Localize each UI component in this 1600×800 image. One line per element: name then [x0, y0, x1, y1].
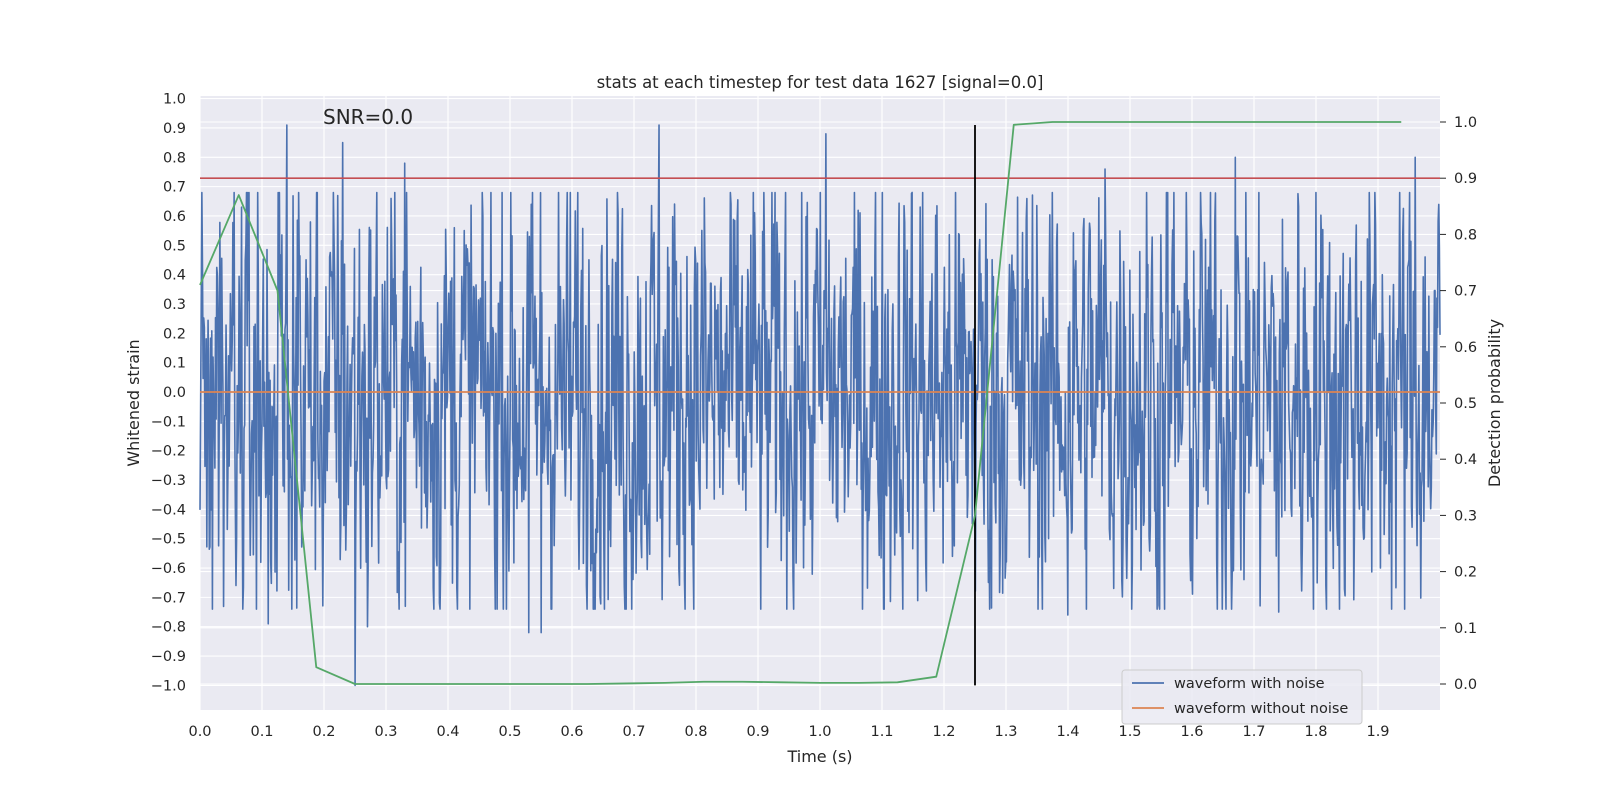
legend: waveform with noise waveform without noi…	[1121, 669, 1363, 725]
x-tick-label: 0.1	[250, 724, 273, 740]
y-tick-label: 0.2	[163, 326, 186, 342]
y2-tick-label: 0.0	[1454, 677, 1477, 693]
x-tick-labels: 0.0 0.1 0.2 0.3 0.4 0.5 0.6 0.7 0.8 0.9 1.0 1.1 1.2 1…	[188, 724, 1389, 740]
x-tick-label: 1.6	[1180, 724, 1203, 740]
y2-tick-labels: 1.0 0.9 0.8 0.7 0.6 0.5 0.4 0.3 0.2 0.1 0.0	[1440, 115, 1477, 693]
y-tick-label: −0.3	[151, 473, 186, 489]
x-tick-label: 0.5	[498, 724, 521, 740]
x-tick-label: 1.3	[994, 724, 1017, 740]
y-tick-label: −0.8	[151, 620, 186, 636]
x-tick-label: 0.8	[684, 724, 707, 740]
x-tick-label: 0.6	[560, 724, 583, 740]
x-tick-label: 0.0	[188, 724, 211, 740]
y-tick-label: 0.7	[163, 180, 186, 196]
x-tick-label: 0.7	[622, 724, 645, 740]
y-tick-label: −0.6	[151, 561, 186, 577]
y-tick-label: −0.7	[151, 590, 186, 606]
y2-tick-label: 0.6	[1454, 340, 1477, 356]
y-tick-label: −0.2	[151, 444, 186, 460]
x-tick-label: 1.0	[808, 724, 831, 740]
x-tick-label: 1.2	[932, 724, 955, 740]
x-axis-label: Time (s)	[786, 747, 852, 766]
legend-label-clean: waveform without noise	[1174, 701, 1348, 717]
y-tick-label: 0.6	[163, 209, 186, 225]
y-tick-label: 0.5	[163, 238, 186, 254]
y2-tick-label: 0.1	[1454, 621, 1477, 637]
y2-axis-label: Detection probability	[1485, 319, 1504, 487]
y-tick-label: −1.0	[151, 678, 186, 694]
y-tick-labels: 1.0 0.9 0.8 0.7 0.6 0.5 0.4 0.3 0.2 0.1 0.0 −0.1 −0.…	[151, 92, 186, 695]
series-line-waveform-with-noise	[199, 124, 1441, 687]
x-tick-label: 0.9	[746, 724, 769, 740]
y2-tick-label: 0.2	[1454, 565, 1477, 581]
y-tick-label: 0.4	[163, 268, 186, 284]
x-tick-label: 1.5	[1118, 724, 1141, 740]
y2-tick-label: 0.9	[1454, 171, 1477, 187]
y-tick-label: 1.0	[163, 92, 186, 108]
y-tick-label: −0.4	[151, 502, 186, 518]
y2-tick-label: 0.3	[1454, 508, 1477, 524]
y-tick-label: 0.0	[163, 385, 186, 401]
y2-tick-label: 0.8	[1454, 227, 1477, 243]
y2-tick-label: 0.5	[1454, 396, 1477, 412]
chart-title: stats at each timestep for test data 162…	[597, 73, 1044, 92]
y-tick-label: −0.1	[151, 414, 186, 430]
y-tick-label: 0.1	[163, 356, 186, 372]
y-tick-label: −0.9	[151, 649, 186, 665]
x-tick-label: 1.4	[1056, 724, 1079, 740]
x-tick-label: 0.2	[312, 724, 335, 740]
series-line-detection-probability	[199, 121, 1402, 685]
y2-tick-label: 0.7	[1454, 284, 1477, 300]
y-tick-label: −0.5	[151, 532, 186, 548]
legend-label-noise: waveform with noise	[1174, 676, 1325, 692]
x-tick-label: 1.8	[1304, 724, 1327, 740]
legend-box	[1121, 669, 1363, 725]
y-tick-label: 0.3	[163, 297, 186, 313]
x-tick-label: 0.3	[374, 724, 397, 740]
snr-annotation: SNR=0.0	[323, 105, 413, 129]
y2-tick-label: 1.0	[1454, 115, 1477, 131]
x-tick-label: 1.9	[1366, 724, 1389, 740]
series-layer	[199, 121, 1441, 687]
x-tick-label: 1.1	[870, 724, 893, 740]
y2-tick-label: 0.4	[1454, 452, 1477, 468]
x-tick-label: 0.4	[436, 724, 459, 740]
x-tick-label: 1.7	[1242, 724, 1265, 740]
y-tick-label: 0.8	[163, 150, 186, 166]
y-tick-label: 0.9	[163, 121, 186, 137]
y-axis-label: Whitened strain	[124, 339, 143, 466]
